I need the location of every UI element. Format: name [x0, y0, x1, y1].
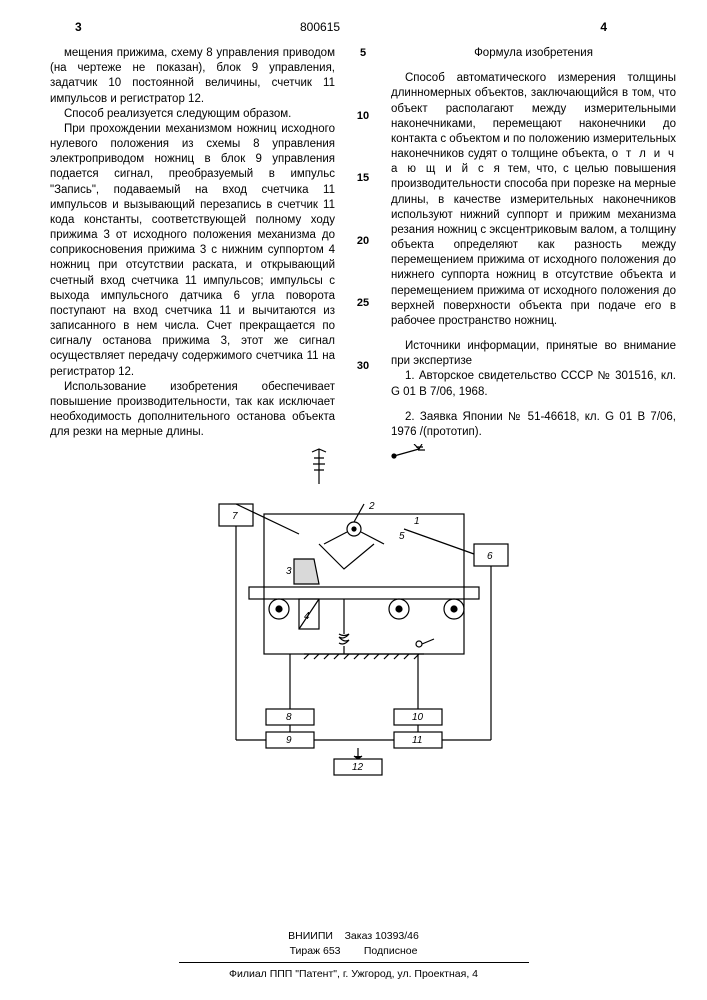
footer-org: ВНИИПИ	[288, 930, 333, 942]
svg-text:11: 11	[412, 735, 422, 746]
line-number-gutter: 5 10 15 20 25 30	[353, 46, 373, 440]
left-column: мещения прижима, схему 8 управления прив…	[50, 46, 335, 440]
footer: ВНИИПИ Заказ 10393/46 Тираж 653 Подписно…	[0, 929, 707, 982]
svg-text:4: 4	[304, 611, 310, 622]
patent-diagram: 1 2 3 4 5 6 7 8 9 10 11 12	[50, 444, 677, 789]
right-p1: Способ автоматического измерения толщины…	[391, 71, 676, 329]
svg-text:7: 7	[232, 511, 238, 522]
svg-text:10: 10	[412, 712, 424, 723]
svg-text:6: 6	[487, 551, 493, 562]
left-p3: При прохождении механизмом ножниц исходн…	[50, 122, 335, 380]
svg-text:3: 3	[286, 566, 292, 577]
page-number-right: 4	[600, 20, 607, 36]
left-p1: мещения прижима, схему 8 управления прив…	[50, 46, 335, 107]
line-marker: 15	[353, 171, 373, 186]
footer-tirage: Тираж 653	[290, 945, 341, 957]
line-marker: 5	[353, 46, 373, 61]
svg-text:5: 5	[399, 531, 405, 542]
svg-text:2: 2	[368, 501, 375, 512]
formula-title: Формула изобретения	[391, 46, 676, 61]
page-number-left: 3	[75, 20, 82, 36]
left-p4: Использование изобретения обеспечивает п…	[50, 380, 335, 441]
source-1: 1. Авторское свидетельство СССР № 301516…	[391, 369, 676, 399]
sources-title: Источники информации, принятые во вниман…	[391, 339, 676, 369]
right-column: Формула изобретения Способ автоматическо…	[391, 46, 676, 440]
line-marker: 20	[353, 234, 373, 249]
footer-subscription: Подписное	[364, 945, 418, 957]
source-2: 2. Заявка Японии № 51-46618, кл. G 01 В …	[391, 410, 676, 440]
svg-text:1: 1	[414, 516, 420, 527]
line-marker: 25	[353, 296, 373, 311]
line-marker: 30	[353, 359, 373, 374]
line-marker: 10	[353, 109, 373, 124]
patent-number: 800615	[300, 20, 340, 36]
svg-text:9: 9	[286, 735, 292, 746]
svg-text:8: 8	[286, 712, 292, 723]
footer-address: Филиал ППП "Патент", г. Ужгород, ул. Про…	[229, 968, 478, 980]
footer-order: Заказ 10393/46	[345, 930, 419, 942]
left-p2: Способ реализуется следующим образом.	[50, 107, 335, 122]
svg-text:12: 12	[352, 762, 364, 773]
